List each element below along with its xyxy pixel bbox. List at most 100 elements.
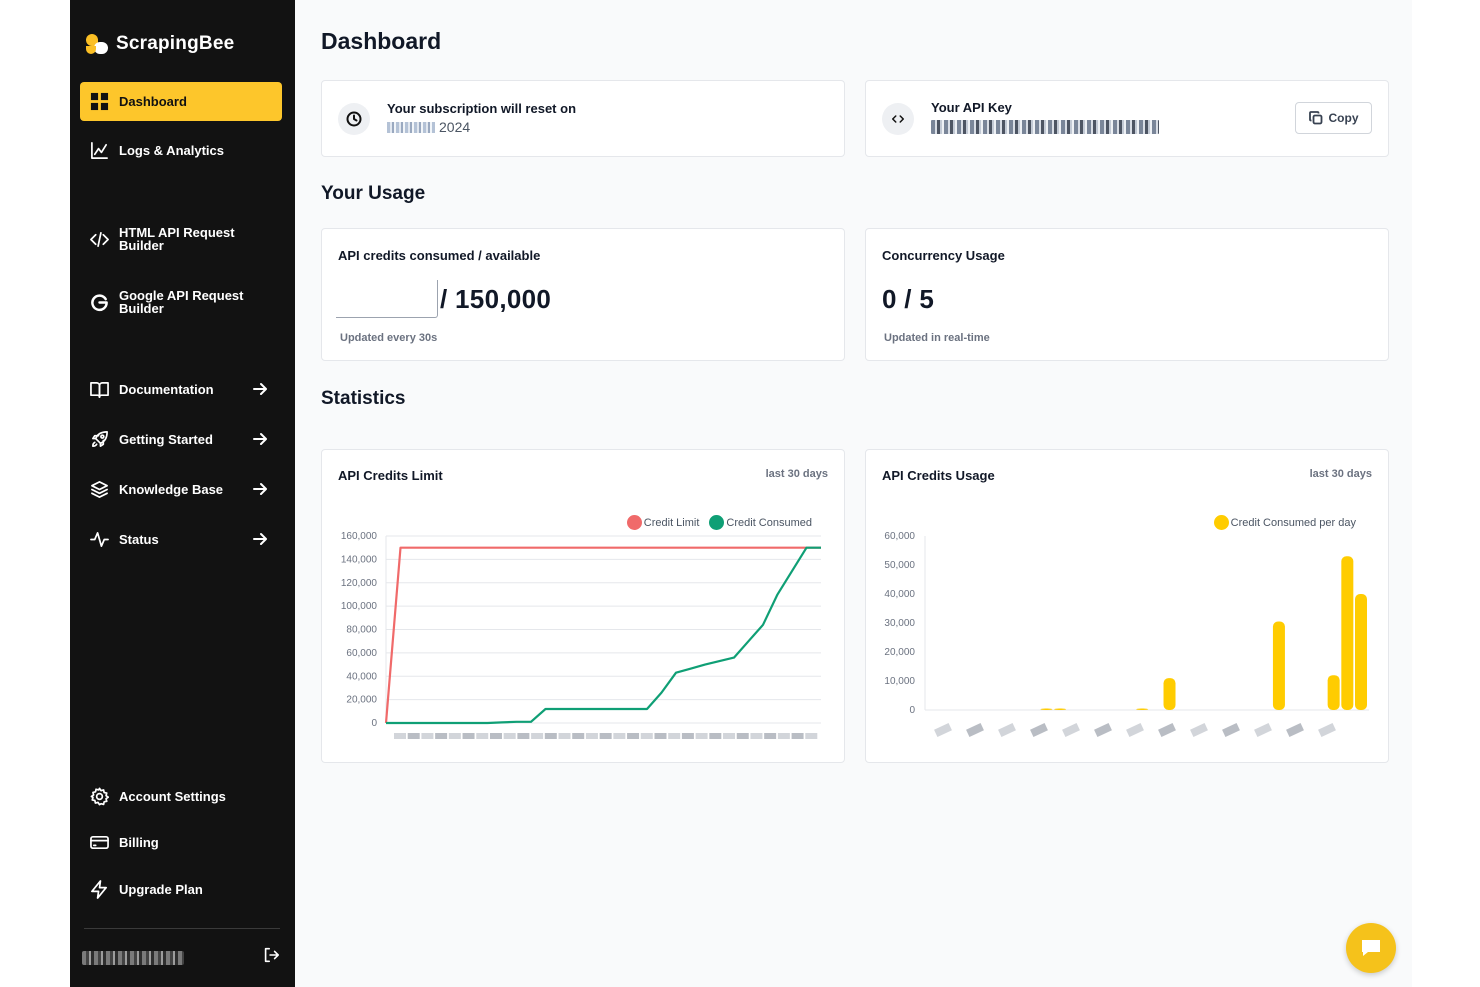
legend-swatch [709,515,725,530]
subscription-card: Your subscription will reset on 2024 [321,80,845,157]
app-window: ScrapingBee Dashboard Logs & Analytics H… [70,0,1412,987]
x-tick-label-redacted [681,733,694,739]
x-tick-label-redacted [503,733,516,739]
copy-label: Copy [1328,111,1359,125]
brand-name: ScrapingBee [116,33,235,54]
x-tick-label-redacted [1286,722,1304,738]
redacted-api-key[interactable] [931,120,1159,134]
bar [1272,621,1285,710]
x-tick-label-redacted [394,733,406,739]
credit-card-icon [89,832,109,852]
x-tick-label-redacted [723,733,736,739]
legend-label: Credit Consumed per day [1230,516,1356,529]
sidebar-divider [84,928,280,929]
chart-range: last 30 days [765,468,828,480]
credits-card: API credits consumed / available / 150,0… [321,228,845,361]
x-tick-label-redacted [476,733,489,739]
legend-daily-usage[interactable]: Credit Consumed per day [1213,515,1356,530]
y-tick-label: 0 [909,705,915,716]
y-tick-label: 20,000 [346,695,377,706]
x-tick-label-redacted [421,733,434,739]
x-tick-label-redacted [613,733,626,739]
x-tick-label-redacted [435,733,448,739]
x-tick-label-redacted [777,733,790,739]
book-icon [89,379,109,399]
x-tick-label-redacted [572,733,585,739]
sidebar-item-getting-started[interactable]: Getting Started [80,429,282,449]
copy-icon [1308,111,1322,125]
legend-credit-limit[interactable]: Credit Limit [626,515,699,530]
sidebar-item-google-builder[interactable]: Google API Request Builder [80,289,282,315]
sidebar: ScrapingBee Dashboard Logs & Analytics H… [70,0,295,987]
sidebar-item-label: Dashboard [119,94,187,109]
x-tick-label-redacted [558,733,571,739]
sidebar-item-billing[interactable]: Billing [80,832,282,852]
sidebar-item-dashboard[interactable]: Dashboard [80,82,282,121]
chart-title: API Credits Limit [338,468,443,483]
brand[interactable]: ScrapingBee [86,32,234,56]
sidebar-item-label: Billing [119,834,159,850]
y-tick-label: 40,000 [884,589,915,600]
x-tick-label-redacted [1318,722,1336,738]
bar-chart: 60,000 50,000 40,000 30,000 20,000 10,000 0 [884,531,1369,738]
y-tick-label: 40,000 [346,671,377,682]
legend-credit-consumed[interactable]: Credit Consumed [709,515,812,530]
x-tick-label-redacted [998,722,1016,738]
y-tick-label: 20,000 [884,647,915,658]
usage-heading: Your Usage [321,183,426,204]
sidebar-item-logs[interactable]: Logs & Analytics [80,140,282,160]
x-tick-label-redacted [544,733,557,739]
sidebar-item-knowledge-base[interactable]: Knowledge Base [80,479,282,499]
x-tick-label-redacted [709,733,722,739]
bar [1040,708,1053,710]
bee-logo-icon [86,32,108,56]
x-tick-label-redacted [736,733,749,739]
x-tick-label-redacted [750,733,763,739]
x-tick-label-redacted [1254,722,1272,738]
x-tick-label-redacted [531,733,544,739]
arrow-right-icon [252,531,268,547]
activity-icon [89,529,109,549]
bar [1341,556,1354,710]
y-tick-label: 100,000 [341,601,378,612]
sidebar-item-label: Logs & Analytics [119,142,224,158]
concurrency-card: Concurrency Usage 0 / 5 Updated in real-… [865,228,1389,361]
sidebar-item-label: Getting Started [119,431,213,447]
main-content: Dashboard Your subscription will reset o… [295,0,1412,987]
sidebar-item-label: Upgrade Plan [119,881,203,897]
reset-date: 2024 [387,119,576,137]
api-key-label: Your API Key [931,100,1012,115]
reset-year: 2024 [439,119,471,135]
page-title: Dashboard [321,28,442,54]
concurrency-value: 0 / 5 [882,284,935,314]
sidebar-item-upgrade-plan[interactable]: Upgrade Plan [80,879,282,899]
redacted-user-name [82,950,184,965]
sidebar-item-html-builder[interactable]: HTML API Request Builder [80,226,282,252]
chat-button[interactable] [1346,923,1396,973]
lightning-icon [89,879,109,899]
chat-icon [1362,940,1380,956]
x-tick-label-redacted [695,733,708,739]
grid-icon [89,92,109,112]
x-tick-label-redacted [966,722,984,738]
x-tick-label-redacted [1190,722,1208,738]
layers-icon [89,479,109,499]
redacted-date [387,122,435,134]
chart-line-icon [89,140,109,160]
copy-button[interactable]: Copy [1295,102,1372,134]
x-tick-label-redacted [668,733,681,739]
x-tick-label-redacted [640,733,653,739]
x-tick-label-redacted [1094,722,1112,738]
y-tick-label: 60,000 [884,531,915,542]
y-tick-label: 140,000 [341,554,378,565]
bar [1163,678,1176,710]
chart-legend: Credit Consumed per day [1204,515,1356,530]
sidebar-item-documentation[interactable]: Documentation [80,379,282,399]
sidebar-item-account-settings[interactable]: Account Settings [80,786,282,806]
logout-icon[interactable] [262,946,280,969]
sidebar-item-label: Knowledge Base [119,481,224,497]
y-tick-label: 30,000 [884,618,915,629]
sidebar-item-status[interactable]: Status [80,529,282,549]
bar [1136,708,1149,710]
credits-label: API credits consumed / available [338,248,541,263]
